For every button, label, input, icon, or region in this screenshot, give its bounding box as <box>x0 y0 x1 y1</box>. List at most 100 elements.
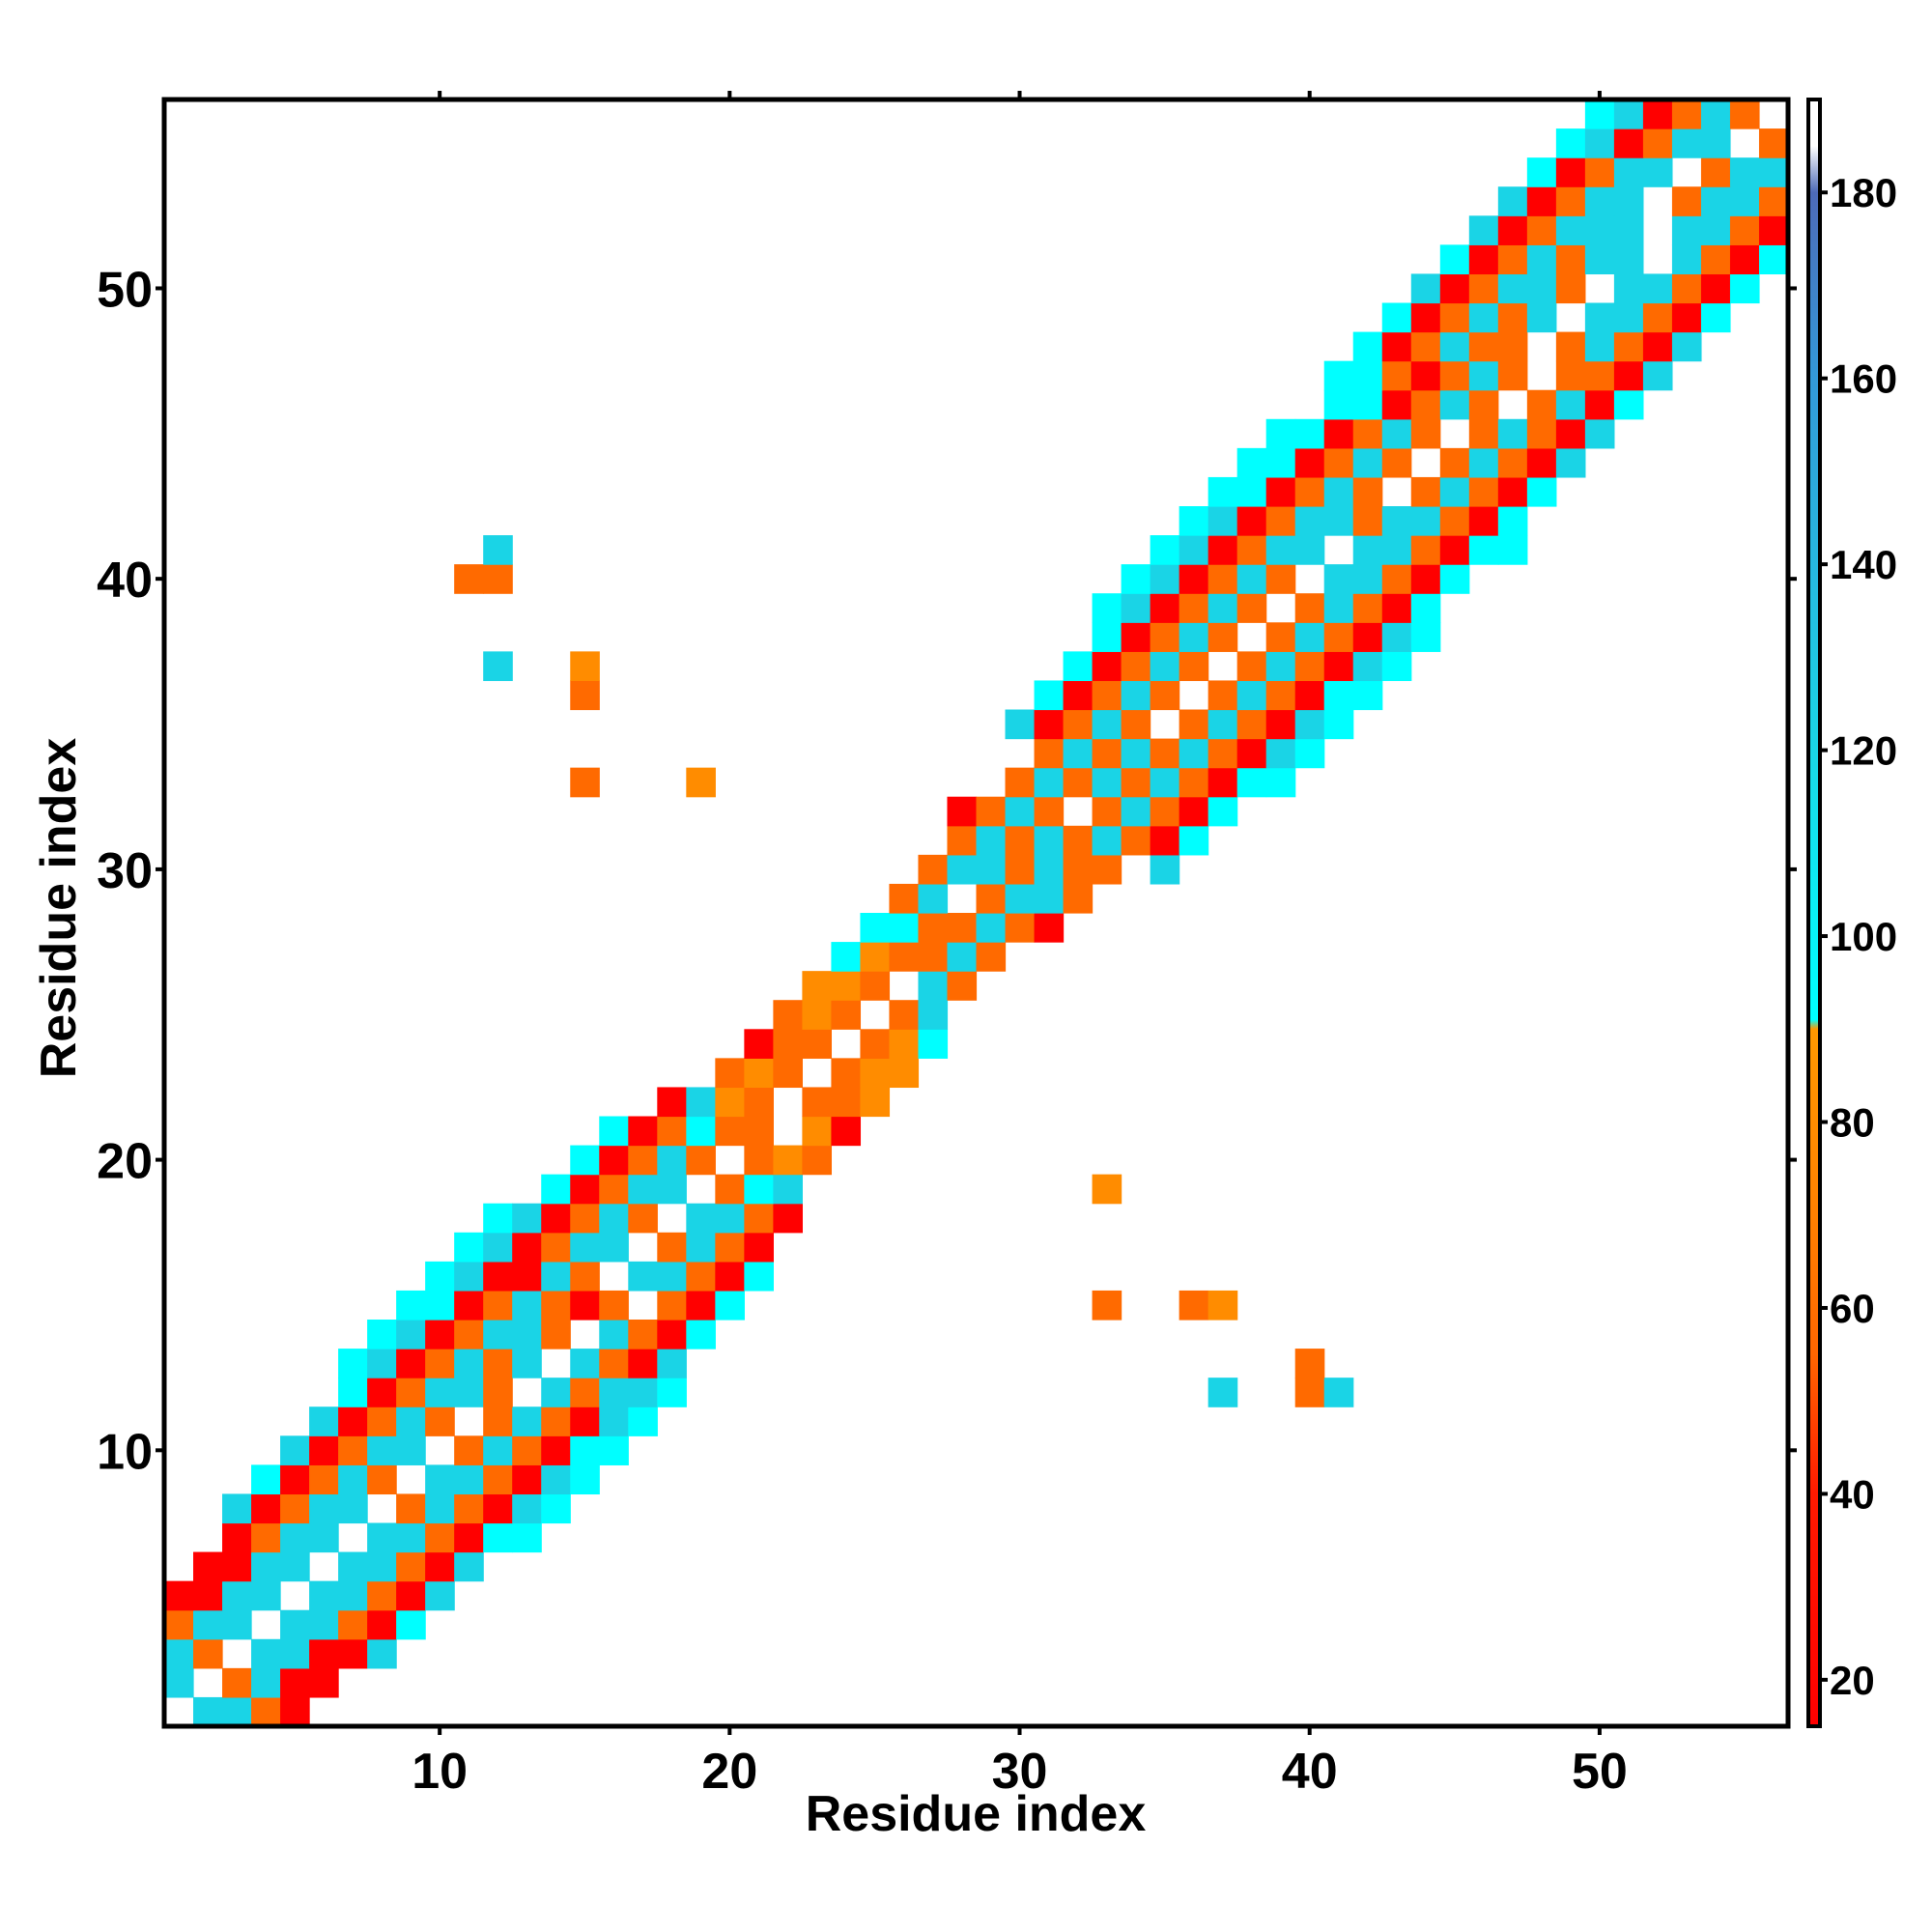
heatmap-cell <box>1352 651 1383 682</box>
heatmap-cell <box>1150 738 1180 769</box>
heatmap-cell <box>1613 273 1644 304</box>
heatmap-cell <box>1468 535 1499 565</box>
heatmap-cell <box>1236 447 1267 478</box>
heatmap-cell <box>1584 244 1615 275</box>
heatmap-cell <box>1439 447 1470 478</box>
heatmap-cell <box>483 1203 513 1234</box>
heatmap-cell <box>1150 535 1180 565</box>
heatmap-cell <box>367 1378 397 1407</box>
y-tick-label: 30 <box>97 843 153 899</box>
heatmap-cell <box>1439 506 1470 536</box>
heatmap-cell <box>889 913 920 943</box>
heatmap-cell <box>1236 476 1267 507</box>
heatmap-cell <box>1468 331 1499 362</box>
heatmap-cell <box>280 1551 310 1582</box>
heatmap-cell <box>1121 622 1151 652</box>
heatmap-cell <box>1439 302 1470 333</box>
heatmap-cell <box>338 1349 368 1378</box>
heatmap-cell <box>1323 622 1354 652</box>
heatmap-cell <box>1092 651 1122 682</box>
heatmap-cell <box>1265 418 1296 449</box>
heatmap-cell <box>1208 564 1238 594</box>
heatmap-cell <box>425 1320 455 1350</box>
heatmap-cell <box>164 1667 194 1698</box>
heatmap-cell <box>1265 767 1296 798</box>
heatmap-cell <box>1150 825 1180 856</box>
heatmap-cell <box>1613 244 1644 275</box>
heatmap-cell <box>1555 215 1586 245</box>
heatmap-cell <box>599 1116 629 1147</box>
heatmap-cell <box>222 1580 252 1611</box>
heatmap-cell <box>251 1522 281 1553</box>
heatmap-cell <box>454 1551 484 1582</box>
heatmap-cell <box>1294 1349 1325 1378</box>
heatmap-cell <box>1381 331 1412 362</box>
heatmap-cell <box>1642 128 1673 158</box>
heatmap-cell <box>483 1406 513 1436</box>
heatmap-cell <box>831 942 862 972</box>
heatmap-cell <box>251 1667 281 1698</box>
heatmap-cell <box>570 1435 600 1465</box>
heatmap-cell <box>280 1638 310 1669</box>
heatmap-cell <box>512 1349 542 1378</box>
heatmap-cell <box>1265 564 1296 594</box>
heatmap-cell <box>744 1203 774 1234</box>
heatmap-cell <box>1179 535 1209 565</box>
heatmap-cell <box>1092 1174 1122 1205</box>
heatmap-cell <box>657 1261 687 1292</box>
heatmap-cell <box>657 1349 687 1378</box>
heatmap-cell <box>1150 593 1180 623</box>
heatmap-cell <box>1092 622 1122 652</box>
heatmap-cell <box>1555 157 1586 187</box>
heatmap-cell <box>483 1261 513 1292</box>
x-tick-label: 30 <box>992 1744 1048 1800</box>
heatmap-cell <box>367 1609 397 1640</box>
heatmap-cell <box>628 1320 658 1350</box>
heatmap-cell <box>773 1145 803 1176</box>
heatmap-cell <box>193 1551 223 1582</box>
heatmap-cell <box>425 1378 455 1407</box>
heatmap-cell <box>1381 302 1412 333</box>
heatmap-cell <box>1208 680 1238 711</box>
heatmap-cell <box>541 1493 571 1524</box>
heatmap-cell <box>222 1522 252 1553</box>
heatmap-cell <box>425 1551 455 1582</box>
heatmap-cell <box>541 1203 571 1234</box>
heatmap-cell <box>1642 331 1673 362</box>
heatmap-cell <box>1179 767 1209 798</box>
heatmap-cell <box>309 1406 339 1436</box>
colorbar-gradient <box>1808 99 1820 1726</box>
heatmap-cell <box>773 1174 803 1205</box>
heatmap-cell <box>860 913 891 943</box>
heatmap-cell <box>1092 1290 1122 1321</box>
heatmap-cell <box>396 1406 426 1436</box>
heatmap-cell <box>657 1232 687 1263</box>
heatmap-cell <box>1555 360 1586 391</box>
heatmap-cell <box>1526 476 1557 507</box>
heatmap-cell <box>715 1290 745 1321</box>
heatmap-cell <box>1439 360 1470 391</box>
heatmap-cell <box>1468 360 1499 391</box>
heatmap-cell <box>889 1029 920 1059</box>
y-tick-label: 50 <box>97 262 153 318</box>
heatmap-cell <box>1497 331 1528 362</box>
heatmap-cell <box>657 1145 687 1176</box>
heatmap-cell <box>1439 244 1470 275</box>
heatmap-cell <box>1700 99 1731 129</box>
heatmap-cell <box>1381 651 1412 682</box>
heatmap-cell <box>164 1609 194 1640</box>
heatmap-cell <box>222 1696 252 1727</box>
heatmap-cell <box>541 1232 571 1263</box>
heatmap-cell <box>1410 302 1441 333</box>
heatmap-cell <box>1323 447 1354 478</box>
heatmap-cell <box>367 1551 397 1582</box>
heatmap-cell <box>628 1203 658 1234</box>
heatmap-cell <box>1063 709 1094 740</box>
heatmap-cell <box>570 1261 600 1292</box>
heatmap-cell <box>918 1000 949 1030</box>
heatmap-cell <box>1584 99 1615 129</box>
heatmap-cell <box>1323 1378 1354 1407</box>
heatmap-cell <box>1352 476 1383 507</box>
heatmap-cell <box>222 1667 252 1698</box>
heatmap-cell <box>744 1145 774 1176</box>
